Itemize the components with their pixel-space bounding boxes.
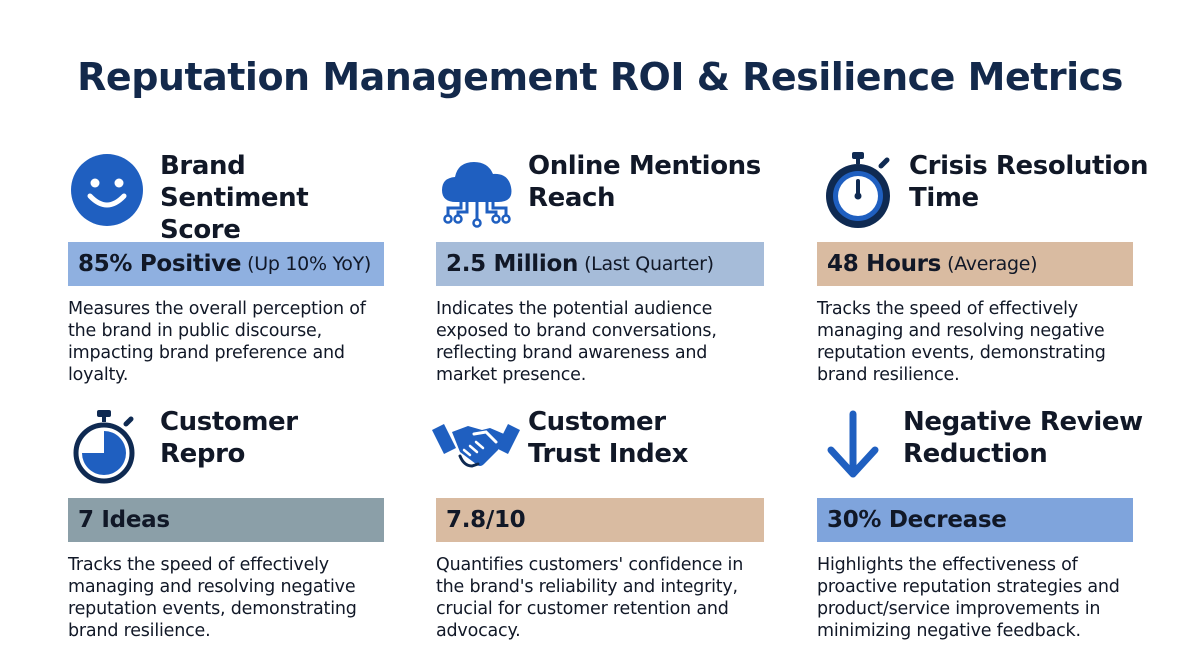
metric-description: Indicates the potential audience exposed…	[436, 298, 766, 386]
description-line: Measures the overall perception of	[68, 299, 366, 319]
metric-value: 7.8/10	[446, 507, 526, 533]
metric-note: (Average)	[947, 253, 1038, 275]
description-line: the brand in public discourse,	[68, 321, 322, 341]
card-title-line: Time	[909, 183, 979, 213]
description-line: brand resilience.	[817, 365, 960, 385]
arrow-down-icon	[817, 410, 899, 492]
card-title: Customer Repro	[160, 406, 400, 470]
description-line: Tracks the speed of effectively	[68, 555, 329, 575]
stopwatch-icon	[817, 152, 899, 234]
description-line: market presence.	[436, 365, 587, 385]
card-title-line: Reach	[528, 183, 616, 213]
card-title-line: Score	[160, 215, 241, 245]
description-line: impacting brand preference and	[68, 343, 345, 363]
metric-description: Measures the overall perception of the b…	[68, 298, 398, 386]
metric-value: 85% Positive	[78, 251, 242, 277]
metric-card-brand-sentiment: Brand Sentiment Score 85% Positive (Up 1…	[66, 150, 400, 385]
card-title-line: Repro	[160, 439, 245, 469]
metric-description: Tracks the speed of effectively managing…	[817, 298, 1147, 386]
description-line: crucial for customer retention and	[436, 599, 729, 619]
metric-description: Tracks the speed of effectively managing…	[68, 554, 398, 642]
card-title-line: Online Mentions	[528, 151, 761, 181]
handshake-icon	[430, 406, 522, 488]
card-title-line: Negative Review	[903, 407, 1143, 437]
metric-card-online-mentions: Online Mentions Reach 2.5 Million (Last …	[436, 150, 768, 385]
card-title-line: Customer	[528, 407, 666, 437]
timer-pie-icon	[70, 410, 152, 492]
description-line: Tracks the speed of effectively	[817, 299, 1078, 319]
description-line: reputation events, demonstrating	[817, 343, 1106, 363]
metric-bar: 7.8/10	[436, 498, 764, 542]
card-title-line: Reduction	[903, 439, 1048, 469]
description-line: Highlights the effectiveness of	[817, 555, 1078, 575]
metric-note: (Up 10% YoY)	[247, 253, 371, 275]
metric-bar: 48 Hours (Average)	[817, 242, 1133, 286]
cloud-network-icon	[436, 152, 518, 234]
description-line: Quantifies customers' confidence in	[436, 555, 744, 575]
metric-card-customer-repro: Customer Repro 7 Ideas Tracks the speed …	[68, 406, 400, 641]
metric-bar: 85% Positive (Up 10% YoY)	[68, 242, 384, 286]
description-line: minimizing negative feedback.	[817, 621, 1081, 641]
card-title-line: Crisis Resolution	[909, 151, 1149, 181]
description-line: product/service improvements in	[817, 599, 1101, 619]
description-line: proactive reputation strategies and	[817, 577, 1120, 597]
description-line: advocacy.	[436, 621, 521, 641]
page-title: Reputation Management ROI & Resilience M…	[77, 55, 1123, 99]
metric-card-negative-review: Negative Review Reduction 30% Decrease H…	[817, 406, 1147, 641]
metric-bar: 7 Ideas	[68, 498, 384, 542]
description-line: loyalty.	[68, 365, 129, 385]
metric-card-crisis-resolution: Crisis Resolution Time 48 Hours (Average…	[817, 150, 1149, 385]
smiley-face-icon	[66, 152, 148, 234]
description-line: the brand's reliability and integrity,	[436, 577, 738, 597]
metric-bar: 2.5 Million (Last Quarter)	[436, 242, 764, 286]
metric-description: Quantifies customers' confidence in the …	[436, 554, 766, 642]
metric-value: 48 Hours	[827, 251, 942, 277]
metric-value: 7 Ideas	[78, 507, 170, 533]
description-line: Indicates the potential audience	[436, 299, 713, 319]
metric-card-customer-trust: Customer Trust Index 7.8/10 Quantifies c…	[432, 406, 768, 641]
card-title-line: Customer	[160, 407, 298, 437]
card-title: Crisis Resolution Time	[909, 150, 1149, 214]
description-line: exposed to brand conversations,	[436, 321, 717, 341]
card-title: Online Mentions Reach	[528, 150, 768, 214]
description-line: reflecting brand awareness and	[436, 343, 708, 363]
description-line: managing and resolving negative	[817, 321, 1105, 341]
metric-value: 30% Decrease	[827, 507, 1007, 533]
card-title: Negative Review Reduction	[903, 406, 1143, 470]
card-title-line: Brand Sentiment	[160, 151, 309, 213]
metric-bar: 30% Decrease	[817, 498, 1133, 542]
metric-description: Highlights the effectiveness of proactiv…	[817, 554, 1147, 642]
card-title: Customer Trust Index	[528, 406, 768, 470]
card-title: Brand Sentiment Score	[160, 150, 400, 246]
description-line: reputation events, demonstrating	[68, 599, 357, 619]
metric-value: 2.5 Million	[446, 251, 579, 277]
description-line: managing and resolving negative	[68, 577, 356, 597]
description-line: brand resilience.	[68, 621, 211, 641]
card-title-line: Trust Index	[528, 439, 688, 469]
metric-note: (Last Quarter)	[584, 253, 714, 275]
